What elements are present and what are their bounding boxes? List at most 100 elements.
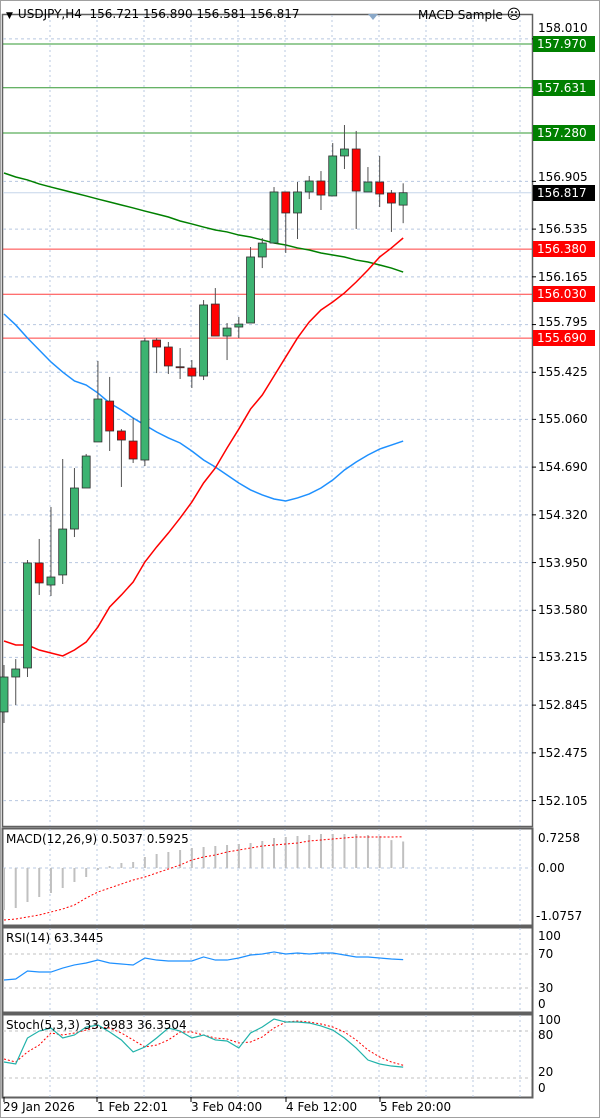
symbol-timeframe: USDJPY,H4 bbox=[17, 7, 82, 21]
rsi-tick-0: 0 bbox=[538, 997, 546, 1011]
current-price-tag[interactable]: 156.817 bbox=[533, 184, 595, 201]
macd-tick-min: -1.0757 bbox=[536, 909, 583, 923]
candle-bullish bbox=[81, 453, 91, 489]
candle-body bbox=[93, 398, 103, 443]
rsi-line bbox=[3, 951, 404, 981]
macd-signal-line bbox=[3, 836, 404, 921]
stoch-tick-80: 80 bbox=[538, 1028, 554, 1042]
window-frame bbox=[1, 1013, 534, 1099]
chart-shift-marker bbox=[368, 14, 378, 20]
candle-bullish bbox=[246, 247, 255, 324]
price-tick-label: 154.690 bbox=[538, 460, 588, 475]
candle-body bbox=[210, 303, 220, 337]
candle-bearish bbox=[163, 341, 173, 374]
candle-bearish bbox=[281, 191, 291, 253]
candle-bullish bbox=[269, 187, 279, 244]
window-frame bbox=[1, 13, 534, 828]
level-price-tag[interactable]: 157.970 bbox=[533, 35, 595, 52]
candle-bullish bbox=[93, 360, 103, 443]
candle-body bbox=[375, 181, 385, 195]
candle-body bbox=[187, 367, 197, 377]
candle-bearish bbox=[105, 376, 115, 451]
candle-bearish bbox=[187, 360, 197, 389]
price-tick-label: 155.795 bbox=[538, 315, 588, 330]
candle-bullish bbox=[293, 182, 302, 240]
price-tick-label: 154.320 bbox=[538, 507, 588, 522]
window-frame bbox=[1, 827, 534, 927]
candle-bullish bbox=[0, 664, 9, 724]
candle-body bbox=[234, 323, 244, 328]
candle-bullish bbox=[140, 337, 150, 466]
candle-bullish bbox=[58, 458, 68, 584]
candle-body bbox=[293, 191, 302, 214]
dropdown-triangle-icon[interactable]: ▼ bbox=[6, 11, 13, 21]
time-label: 5 Feb 20:00 bbox=[380, 1100, 452, 1114]
candle-body bbox=[58, 528, 68, 576]
candle-body bbox=[351, 148, 361, 192]
candle-bullish bbox=[222, 323, 232, 361]
price-tick-label: 153.950 bbox=[538, 555, 588, 570]
rsi-label: RSI(14) 63.3445 bbox=[6, 931, 104, 945]
candle-body bbox=[199, 304, 208, 377]
level-price-tag[interactable]: 156.380 bbox=[533, 241, 595, 258]
price-tick-label: 152.105 bbox=[538, 793, 588, 808]
macd-tick-max: 0.7258 bbox=[538, 831, 580, 845]
level-price-tag[interactable]: 157.280 bbox=[533, 125, 595, 141]
price-tick-label: 156.535 bbox=[538, 222, 588, 237]
candle-bearish bbox=[316, 171, 326, 211]
stoch-tick-20: 20 bbox=[538, 1065, 554, 1079]
candle-body bbox=[246, 256, 255, 324]
candle-bearish bbox=[128, 417, 138, 463]
candle-body bbox=[316, 180, 326, 196]
candle-bullish bbox=[23, 559, 32, 677]
level-price-tag[interactable]: 155.690 bbox=[533, 330, 595, 347]
candle-bullish bbox=[257, 238, 267, 269]
time-label: 3 Feb 04:00 bbox=[191, 1100, 263, 1114]
candle-bearish bbox=[351, 130, 361, 229]
price-tick-label: 153.580 bbox=[538, 603, 588, 618]
candle-bullish bbox=[340, 125, 349, 169]
price-tick-label: 153.215 bbox=[538, 650, 588, 665]
candle-body bbox=[175, 366, 185, 369]
expert-name: MACD Sample bbox=[418, 8, 503, 22]
price-tick-label: 152.475 bbox=[538, 745, 588, 760]
level-price-tag[interactable]: 157.631 bbox=[533, 79, 595, 96]
candle-bullish bbox=[328, 143, 338, 197]
candle-bullish bbox=[70, 468, 79, 538]
candle-body bbox=[117, 430, 126, 441]
stoch-tick-100: 100 bbox=[538, 1013, 561, 1027]
candle-body bbox=[128, 440, 138, 460]
price-tick-label: 155.425 bbox=[538, 365, 588, 380]
macd-tick-zero: 0.00 bbox=[538, 861, 565, 875]
candle-body bbox=[11, 668, 21, 678]
candle-body bbox=[0, 676, 9, 713]
price-tick-label: 155.060 bbox=[538, 412, 588, 427]
moving-average-red bbox=[3, 237, 404, 657]
candle-body bbox=[387, 192, 396, 204]
level-price-tag[interactable]: 156.030 bbox=[533, 286, 595, 303]
time-label: 4 Feb 12:00 bbox=[286, 1100, 358, 1114]
expert-advisor-label[interactable]: MACD Sample ☹ bbox=[418, 7, 521, 23]
rsi-tick-30: 30 bbox=[538, 981, 554, 995]
candle-body bbox=[34, 562, 44, 584]
candle-bearish bbox=[210, 288, 220, 337]
time-label: 1 Feb 22:01 bbox=[97, 1100, 169, 1114]
price-tick-label: 156.165 bbox=[538, 269, 588, 284]
candle-body bbox=[81, 455, 91, 489]
chart-header: ▼ USDJPY,H4 156.721 156.890 156.581 156.8… bbox=[6, 7, 299, 21]
moving-average-blue bbox=[3, 313, 404, 502]
candle-bearish bbox=[34, 538, 44, 595]
candle-body bbox=[23, 562, 32, 669]
candle-bullish bbox=[46, 506, 56, 596]
rsi-tick-70: 70 bbox=[538, 947, 554, 961]
stoch-tick-0: 0 bbox=[538, 1081, 546, 1095]
candle-body bbox=[340, 148, 349, 157]
candle-body bbox=[304, 180, 314, 193]
candle-bullish bbox=[304, 175, 314, 200]
rsi-tick-100: 100 bbox=[538, 929, 561, 943]
candle-bearish bbox=[152, 337, 162, 374]
candle-body bbox=[269, 191, 279, 244]
window-frame bbox=[1, 926, 534, 1014]
